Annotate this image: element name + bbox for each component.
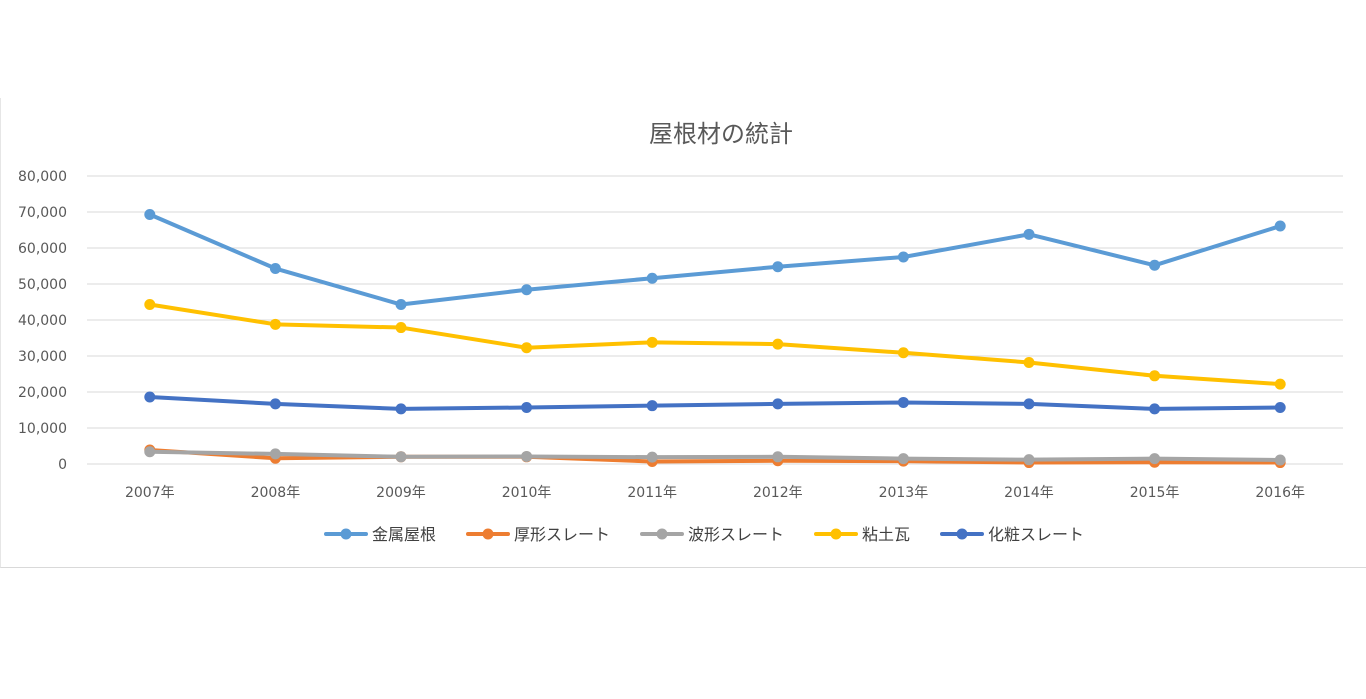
data-point [1149, 259, 1161, 271]
legend-label: 化粧スレート [988, 525, 1084, 544]
data-point [144, 391, 156, 403]
data-point [897, 347, 909, 359]
data-point [1274, 454, 1286, 466]
legend-item: 波形スレート [640, 525, 784, 544]
series-line [147, 395, 1283, 411]
gridlines [87, 175, 1343, 465]
data-point [1149, 370, 1161, 382]
data-point [395, 322, 407, 334]
data-point [395, 451, 407, 463]
data-point [144, 299, 156, 311]
legend-item: 厚形スレート [466, 525, 610, 544]
data-point [269, 398, 281, 410]
y-axis: 0 10,000 20,000 30,000 40,000 50,000 60,000 70,… [18, 169, 67, 473]
y-tick-label: 30,000 [18, 349, 67, 365]
data-point [772, 398, 784, 410]
data-point [646, 272, 658, 284]
x-tick-label: 2008年 [251, 485, 301, 501]
y-tick-label: 0 [58, 457, 67, 473]
legend-item: 金属屋根 [324, 525, 436, 544]
x-axis: 2007年 2008年 2009年 2010年 2011年 2012年 2013年 2014年… [125, 485, 1305, 501]
data-point [395, 299, 407, 311]
series-group [144, 209, 1286, 311]
legend-label: 波形スレート [688, 525, 784, 544]
legend-swatch-marker [956, 528, 968, 540]
x-tick-label: 2012年 [753, 485, 803, 501]
data-point [1023, 228, 1035, 240]
series-line [147, 449, 1283, 463]
series-line [147, 212, 1283, 307]
legend-swatch-marker [656, 528, 668, 540]
data-point [144, 446, 156, 458]
data-point [646, 400, 658, 412]
data-point [1149, 453, 1161, 465]
data-point [521, 284, 533, 296]
y-tick-label: 70,000 [18, 205, 67, 221]
y-tick-label: 40,000 [18, 313, 67, 329]
y-tick-label: 60,000 [18, 241, 67, 257]
data-point [269, 263, 281, 275]
legend-item: 粘土瓦 [814, 525, 910, 544]
legend-swatch-marker [830, 528, 842, 540]
chart-title: 屋根材の統計 [649, 120, 793, 148]
x-tick-label: 2016年 [1255, 485, 1305, 501]
legend-swatch-marker [482, 528, 494, 540]
data-point [521, 450, 533, 462]
data-point [772, 261, 784, 273]
y-tick-label: 50,000 [18, 277, 67, 293]
series-group [144, 446, 1286, 466]
legend-swatch-marker [340, 528, 352, 540]
legend-item: 化粧スレート [940, 525, 1084, 544]
y-tick-label: 20,000 [18, 385, 67, 401]
data-point [897, 396, 909, 408]
legend-label: 金属屋根 [372, 525, 436, 544]
data-point [269, 318, 281, 330]
legend-label: 厚形スレート [514, 525, 610, 544]
data-point [269, 448, 281, 460]
x-tick-label: 2007年 [125, 485, 175, 501]
series-lines [144, 209, 1286, 469]
y-tick-label: 10,000 [18, 421, 67, 437]
line-chart: 屋根材の統計 0 10,000 20,000 30,000 40,000 50,000 60… [18, 120, 1343, 544]
y-tick-label: 80,000 [18, 169, 67, 185]
x-tick-label: 2015年 [1130, 485, 1180, 501]
data-point [772, 338, 784, 350]
series-group [144, 391, 1286, 415]
data-point [897, 251, 909, 263]
series-line [147, 302, 1283, 387]
data-point [521, 401, 533, 413]
data-point [1274, 378, 1286, 390]
data-point [1274, 220, 1286, 232]
data-point [1023, 454, 1035, 466]
x-tick-label: 2014年 [1004, 485, 1054, 501]
data-point [1274, 401, 1286, 413]
data-point [646, 336, 658, 348]
data-point [897, 453, 909, 465]
x-tick-label: 2010年 [502, 485, 552, 501]
data-point [1023, 398, 1035, 410]
data-point [521, 342, 533, 354]
x-tick-label: 2009年 [376, 485, 426, 501]
data-point [1149, 403, 1161, 415]
legend-label: 粘土瓦 [862, 525, 910, 544]
x-tick-label: 2011年 [627, 485, 677, 501]
data-point [646, 451, 658, 463]
chart-area: 屋根材の統計 0 10,000 20,000 30,000 40,000 50,000 60… [0, 98, 1366, 568]
series-line [147, 447, 1283, 465]
series-group [144, 299, 1286, 390]
x-tick-label: 2013年 [879, 485, 929, 501]
data-point [772, 451, 784, 463]
data-point [395, 403, 407, 415]
data-point [144, 209, 156, 221]
legend: 金属屋根 厚形スレート 波形スレート 粘土瓦 化粧スレート [324, 525, 1084, 544]
data-point [1023, 356, 1035, 368]
